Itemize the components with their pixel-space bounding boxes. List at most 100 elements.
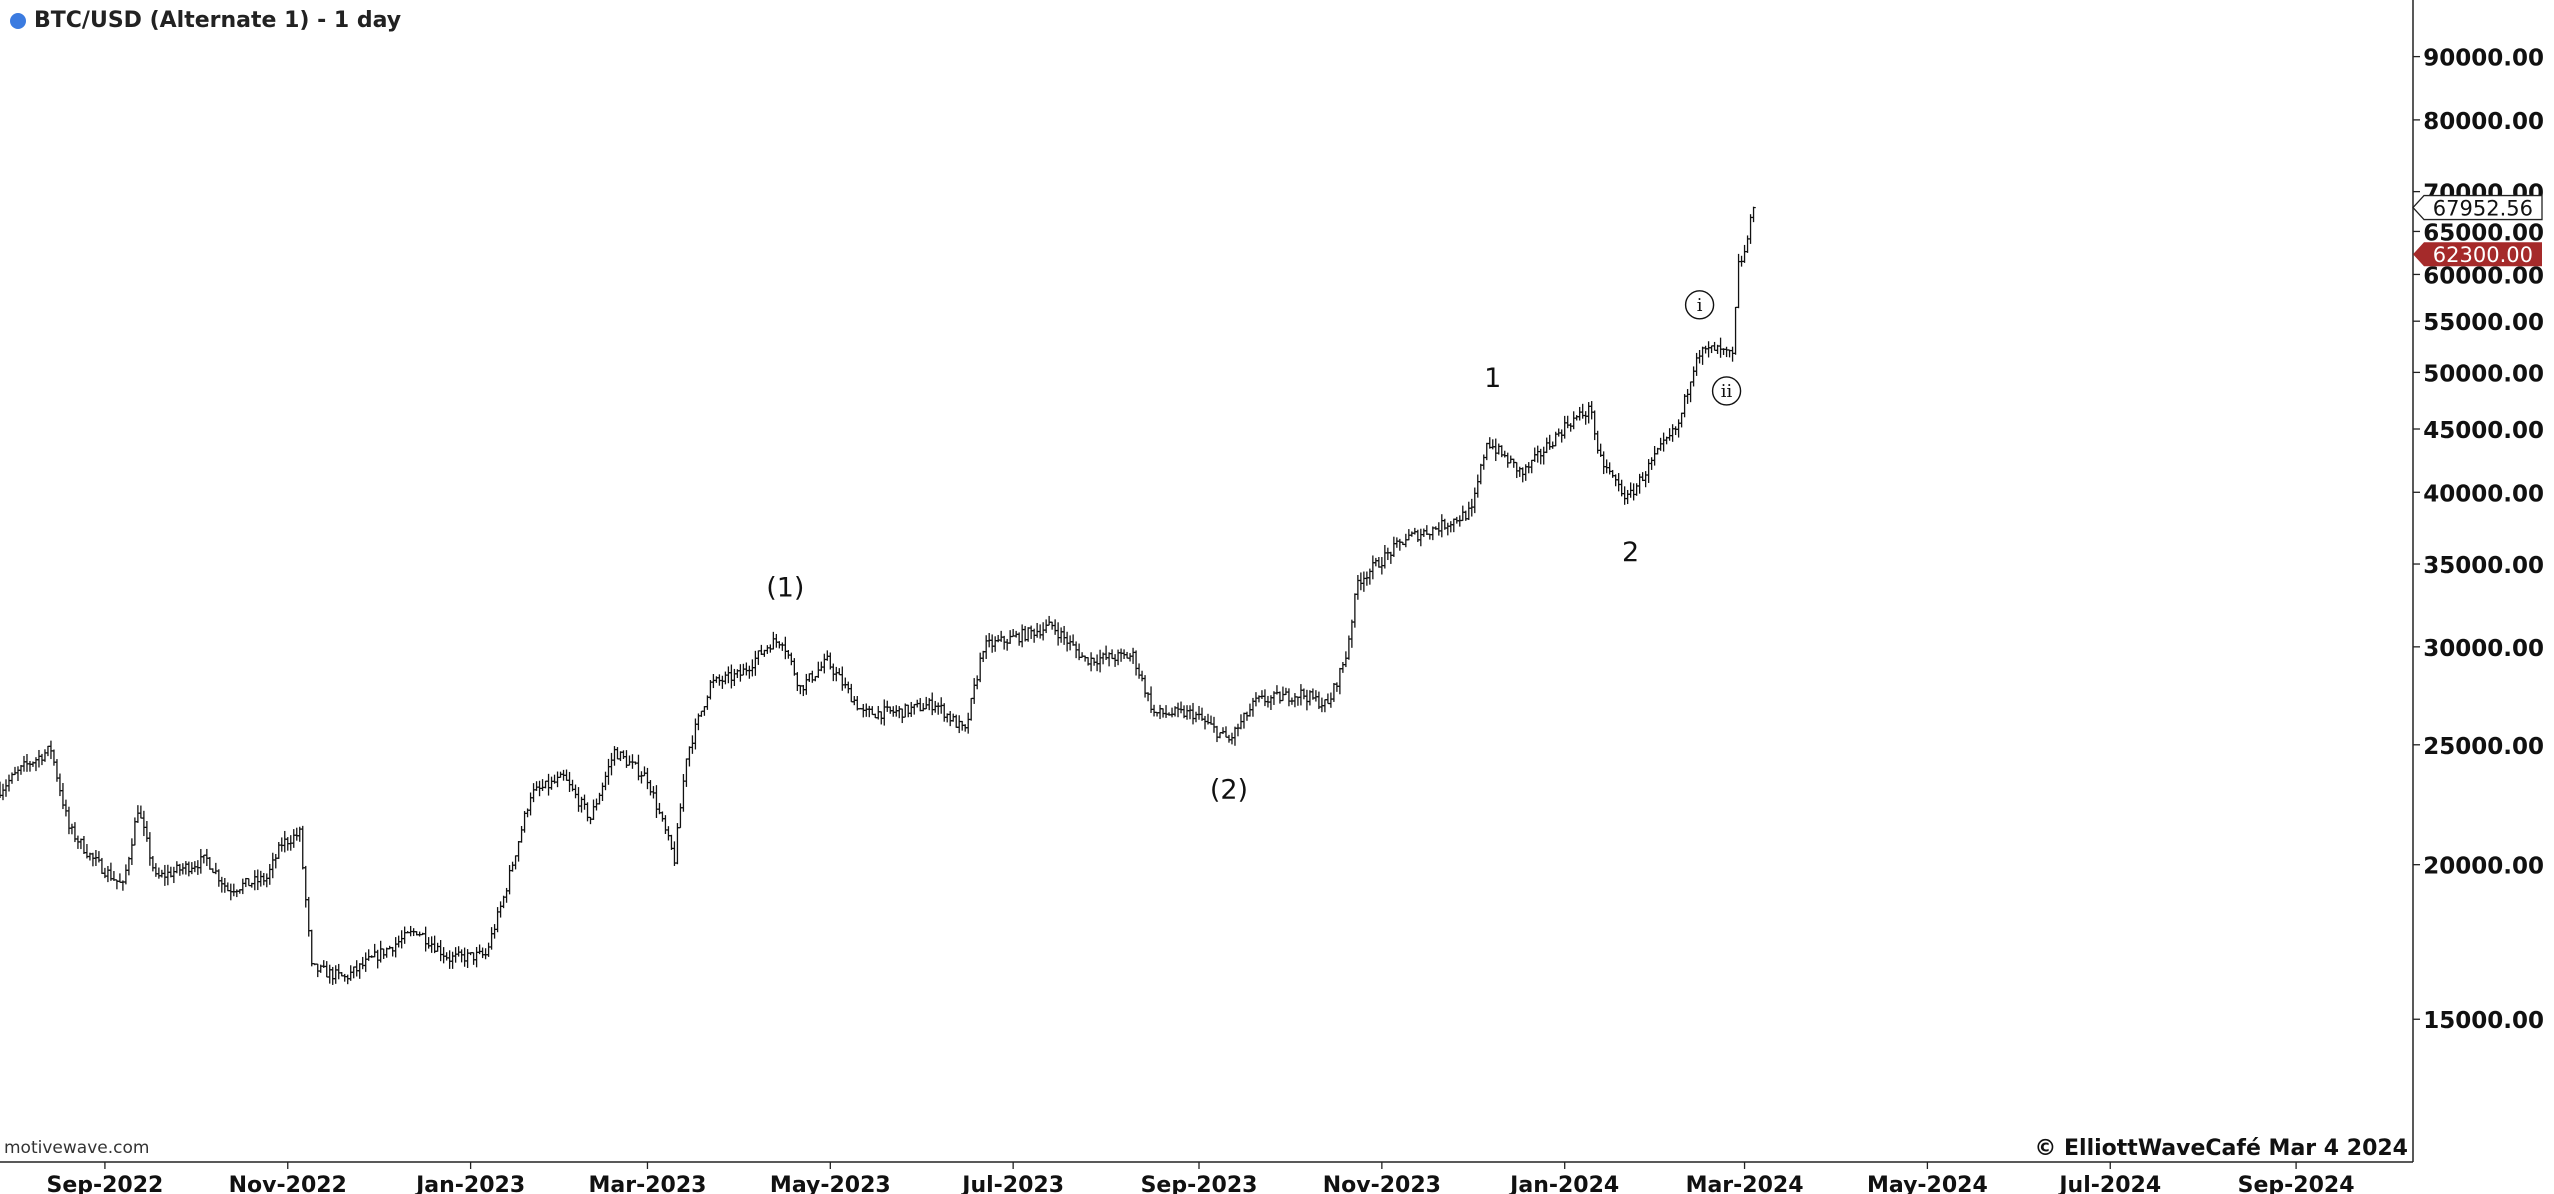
ohlc-bar — [609, 752, 614, 776]
ohlc-bar — [528, 792, 533, 816]
ohlc-bar — [1646, 459, 1651, 483]
ohlc-bar — [543, 780, 548, 789]
ohlc-bar — [1472, 487, 1477, 514]
ohlc-bar — [504, 887, 509, 903]
ohlc-bar — [1550, 441, 1555, 449]
ohlc-bar — [1157, 704, 1163, 720]
ohlc-bar — [1625, 489, 1630, 505]
ohlc-bar — [870, 706, 875, 716]
wave-label: (2) — [1210, 775, 1248, 806]
ohlc-bar — [1364, 571, 1370, 586]
ohlc-bar — [1460, 505, 1465, 522]
ohlc-bar — [513, 855, 518, 870]
ohlc-bar — [825, 650, 830, 661]
ohlc-bar — [258, 870, 263, 887]
ohlc-bar — [1349, 619, 1355, 648]
ohlc-bar — [774, 633, 779, 648]
ohlc-bar — [1313, 690, 1319, 702]
ohlc-bar — [123, 864, 129, 885]
ohlc-bar — [486, 942, 491, 957]
x-tick-label: Mar-2024 — [1686, 1173, 1804, 1194]
ohlc-bar — [708, 680, 713, 700]
ohlc-bar — [1436, 522, 1442, 536]
ohlc-bar — [1742, 244, 1747, 263]
ohlc-bar — [327, 964, 332, 984]
ohlc-bar — [591, 799, 596, 820]
ohlc-bar — [153, 863, 159, 877]
ohlc-bar — [1574, 415, 1579, 421]
ohlc-bar — [126, 856, 132, 876]
ohlc-bar — [669, 834, 674, 850]
marker-price-box — [2413, 242, 2542, 267]
x-tick-label: Sep-2024 — [2238, 1173, 2355, 1194]
ohlc-bar — [489, 927, 494, 950]
ohlc-bar — [333, 965, 338, 984]
ohlc-bar — [1325, 693, 1331, 705]
ohlc-bar — [1538, 448, 1543, 465]
ohlc-bar — [795, 672, 800, 692]
ohlc-bar — [1544, 437, 1549, 454]
ohlc-bar — [1235, 723, 1241, 737]
ohlc-bar — [213, 862, 219, 875]
ohlc-bar — [1202, 715, 1208, 730]
x-tick-label: Jan-2024 — [1508, 1173, 1619, 1194]
ohlc-bar — [684, 758, 689, 787]
ohlc-bar — [1712, 341, 1717, 351]
ohlc-bar — [1130, 647, 1136, 664]
ohlc-bar — [804, 673, 809, 695]
ohlc-bar — [1262, 689, 1268, 707]
ohlc-bar — [1229, 732, 1235, 745]
x-tick-label: Jul-2023 — [960, 1173, 1064, 1194]
ohlc-bar — [42, 749, 48, 762]
ohlc-bar — [1496, 443, 1501, 455]
ohlc-bar — [498, 901, 503, 918]
ohlc-bar — [1718, 337, 1723, 358]
y-tick-label: 25000.00 — [2423, 734, 2544, 760]
ohlc-bar — [1394, 537, 1400, 548]
ohlc-bar — [1700, 346, 1705, 365]
ohlc-bar — [924, 696, 929, 710]
ohlc-bar — [630, 754, 635, 769]
ohlc-bar — [66, 806, 72, 835]
current-price-label: 67952.56 — [2433, 197, 2533, 221]
ohlc-bar — [375, 949, 380, 969]
ohlc-bar — [432, 935, 437, 954]
ohlc-bar — [378, 940, 383, 963]
ohlc-bar — [303, 865, 308, 908]
ohlc-bar — [234, 889, 240, 898]
ohlc-bar — [1127, 653, 1133, 662]
ohlc-bar — [1424, 525, 1430, 535]
ohlc-bar — [936, 702, 941, 715]
wave-label: (1) — [766, 573, 804, 604]
ohlc-bar — [372, 943, 377, 958]
ohlc-bar — [807, 673, 812, 682]
ohlc-bar — [156, 867, 162, 879]
ohlc-bar — [540, 779, 545, 791]
ohlc-bar — [1529, 459, 1534, 474]
ohlc-bar — [759, 644, 764, 655]
ohlc-bar — [1733, 306, 1738, 355]
ohlc-bar — [183, 861, 189, 875]
ohlc-bar — [1652, 445, 1657, 466]
x-tick-label: Sep-2022 — [46, 1173, 163, 1194]
ohlc-bar — [639, 771, 644, 784]
ohlc-bar — [1562, 415, 1567, 439]
y-tick-label: 30000.00 — [2423, 636, 2544, 662]
ohlc-bar — [141, 810, 147, 837]
ohlc-bar — [1223, 726, 1229, 738]
ohlc-bar — [519, 825, 524, 843]
x-tick-label: Mar-2023 — [588, 1173, 706, 1194]
ohlc-bar — [765, 645, 770, 654]
ohlc-bar — [1451, 518, 1456, 533]
ohlc-bar — [399, 930, 404, 949]
ohlc-bar — [1397, 538, 1403, 551]
ohlc-bar — [1694, 352, 1699, 376]
x-tick-label: Sep-2023 — [1141, 1173, 1258, 1194]
ohlc-bar — [1475, 474, 1480, 498]
ohlc-bar — [621, 750, 626, 760]
ohlc-bar — [1187, 705, 1193, 720]
y-tick-label: 80000.00 — [2423, 109, 2544, 135]
